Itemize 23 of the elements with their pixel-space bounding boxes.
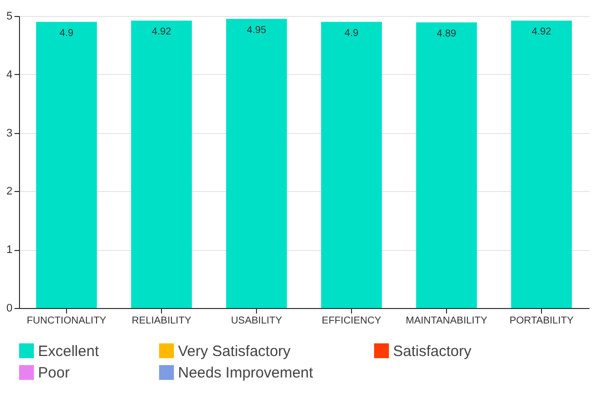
data-label: 4.95	[246, 24, 267, 36]
data-label: 4.9	[60, 28, 74, 39]
y-tick-label: 4	[6, 68, 12, 81]
y-tick-label: 5	[6, 10, 12, 22]
legend-label: Satisfactory	[393, 342, 472, 360]
y-tick-label: 0	[6, 302, 12, 314]
x-tick-label: USABILITY	[230, 316, 282, 326]
y-tick-label: 3	[6, 127, 12, 140]
x-tick-label: EFFICIENCY	[322, 316, 382, 326]
x-tick-label: RELIABILITY	[132, 316, 192, 326]
data-label: 4.92	[532, 26, 552, 38]
data-label: 4.89	[436, 28, 457, 40]
y-tick-label: 1	[6, 244, 12, 256]
x-tick-label: MAINTANABILITY	[406, 316, 488, 326]
legend-label: Excellent	[38, 342, 100, 360]
legend-label: Very Satisfactory	[178, 342, 292, 360]
data-label: 4.92	[152, 26, 172, 38]
data-label: 4.9	[344, 28, 359, 39]
x-tick-label: PORTABILITY	[509, 316, 574, 326]
x-tick-label: FUNCTIONALITY	[26, 316, 107, 326]
legend-label: Needs Improvement	[178, 364, 314, 382]
y-tick-label: 2	[6, 186, 12, 198]
legend-label: Poor	[38, 364, 70, 382]
